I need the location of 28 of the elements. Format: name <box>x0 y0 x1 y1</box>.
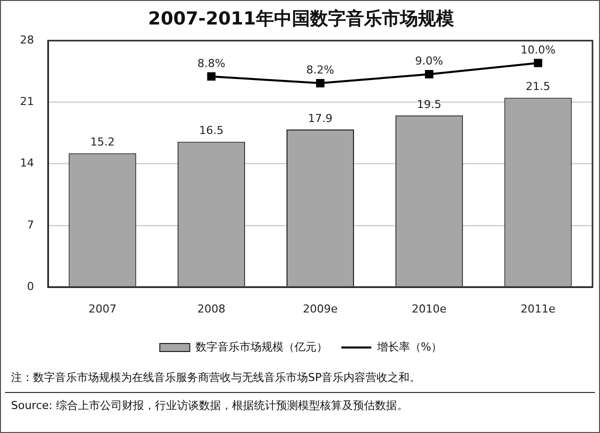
legend-label: 数字音乐市场规模（亿元） <box>195 340 328 354</box>
legend-label: 增长率（%） <box>376 340 442 354</box>
y-tick-label: 7 <box>27 218 34 232</box>
data-label: 10.0% <box>520 43 556 56</box>
data-label: 16.5 <box>199 124 224 138</box>
data-label: 9.0% <box>415 54 444 68</box>
y-tick-label: 21 <box>20 95 34 108</box>
y-tick-label: 14 <box>20 156 34 170</box>
x-tick-label: 2007 <box>88 302 116 316</box>
data-label: 8.2% <box>306 64 334 77</box>
point <box>424 70 434 78</box>
data-label: 17.9 <box>308 112 332 125</box>
data-label: 19.5 <box>416 98 442 111</box>
x-tick-label: 2011e <box>520 302 556 316</box>
x-tick-label: 2008 <box>197 302 226 316</box>
chart-title: 2007-2011年中国数字音乐市场规模 <box>148 8 454 30</box>
x-tick-label: 2010e <box>412 302 447 316</box>
point <box>316 78 324 88</box>
data-label: 8.8% <box>197 56 226 70</box>
source-note: Source: 综合上市公司财报，行业访谈数据，根据统计预测模型核算及预估数据。 <box>5 392 595 420</box>
x-tick-label: 2009e <box>302 302 338 316</box>
text: 注：数字音乐市场规模为在线音乐服务商营收与无线音乐市场SP音乐内容营收之和。 <box>10 370 422 386</box>
point <box>534 58 542 68</box>
y-tick-label: 28 <box>20 33 34 46</box>
data-label: 15.2 <box>90 136 115 149</box>
point <box>207 72 216 81</box>
data-label: 21.5 <box>526 80 550 94</box>
y-tick-label: 0 <box>27 280 34 293</box>
